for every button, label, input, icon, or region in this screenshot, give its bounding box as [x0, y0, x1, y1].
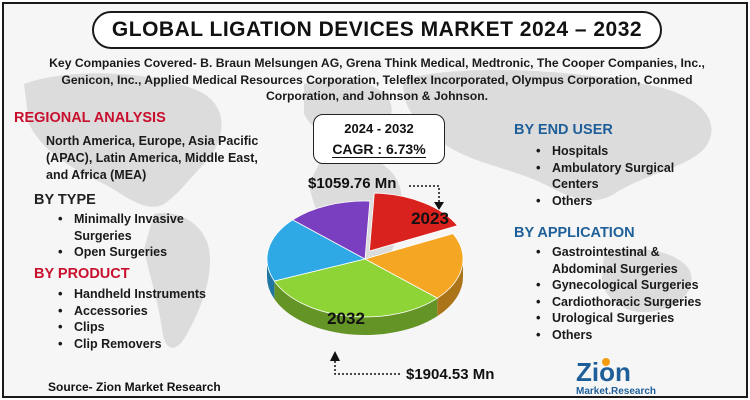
by-end-user-heading: BY END USER — [514, 122, 613, 138]
slice-label-2023: 2023 — [411, 209, 449, 228]
list-item: Clips — [52, 319, 206, 336]
list-item-continuation: Abdominal Surgeries — [552, 261, 678, 276]
value-2023-label: $1059.76 Mn — [308, 175, 397, 192]
forecast-period-box: 2024 - 2032 CAGR : 6.73% — [313, 114, 445, 164]
pie-slice-side — [437, 259, 463, 317]
by-type-heading: BY TYPE — [34, 192, 96, 208]
list-item: Clip Removers — [52, 336, 206, 353]
cagr-value: CAGR : 6.73% — [332, 141, 426, 158]
list-item: Hospitals — [530, 143, 674, 160]
by-end-user-list: Hospitals Ambulatory Surgical Centers Ot… — [530, 143, 674, 209]
regional-analysis-heading: REGIONAL ANALYSIS — [14, 110, 166, 126]
market-pie-chart: 2023 2032 — [266, 192, 464, 335]
pie-slice — [368, 192, 459, 252]
by-application-list: Gastrointestinal & Abdominal Surgeries G… — [530, 244, 701, 343]
pie-slice — [266, 219, 367, 282]
list-item: Gastrointestinal & — [530, 244, 701, 261]
pie-slice — [273, 258, 439, 318]
list-item: Others — [530, 327, 701, 344]
pie-slice — [363, 233, 464, 299]
list-item: Accessories — [52, 303, 206, 320]
page-title: GLOBAL LIGATION DEVICES MARKET 2024 – 20… — [92, 11, 662, 49]
list-item: Cardiothoracic Surgeries — [530, 294, 701, 311]
zion-logo: Zion Market.Research — [576, 357, 656, 397]
logo-sub-text: Market.Research — [576, 386, 656, 397]
logo-dot-icon — [602, 358, 610, 366]
regional-line: North America, Europe, Asia Pacific — [46, 134, 259, 148]
by-application-heading: BY APPLICATION — [514, 225, 635, 241]
value-2032-label: $1904.53 Mn — [406, 366, 495, 383]
pie-slice-side — [274, 281, 438, 335]
companies-line: Key Companies Covered- B. Braun Melsunge… — [49, 56, 705, 70]
list-item: Gynecological Surgeries — [530, 277, 701, 294]
source-note: Source- Zion Market Research — [48, 380, 221, 394]
regional-line: and Africa (MEA) — [46, 168, 147, 182]
list-item: Others — [530, 193, 674, 210]
list-item: Open Surgeries — [52, 244, 184, 261]
by-type-list: Minimally Invasive Surgeries Open Surger… — [52, 211, 184, 261]
list-item: Handheld Instruments — [52, 286, 206, 303]
by-product-list: Handheld Instruments Accessories Clips C… — [52, 286, 206, 352]
pie-slice-side — [267, 259, 275, 300]
companies-line: Corporation, and Johnson & Johnson. — [265, 89, 489, 103]
companies-line: Genicon, Inc., Applied Medical Resources… — [61, 72, 693, 87]
value-2032-arrow — [330, 351, 400, 375]
list-item-continuation: Centers — [552, 177, 599, 191]
list-item: Urological Surgeries — [530, 310, 701, 327]
list-item-continuation: Surgeries — [74, 228, 132, 243]
list-item: Minimally Invasive — [52, 211, 184, 228]
companies-covered: Key Companies Covered- B. Braun Melsunge… — [18, 55, 736, 105]
slice-label-2032: 2032 — [327, 309, 365, 328]
list-item: Ambulatory Surgical — [530, 160, 674, 177]
regional-line: (APAC), Latin America, Middle East, — [46, 151, 258, 165]
regional-analysis-text: North America, Europe, Asia Pacific (APA… — [46, 133, 258, 184]
forecast-period: 2024 - 2032 — [344, 121, 414, 136]
by-product-heading: BY PRODUCT — [34, 266, 130, 282]
value-2023-arrow — [409, 185, 444, 210]
pie-slice — [291, 200, 371, 260]
